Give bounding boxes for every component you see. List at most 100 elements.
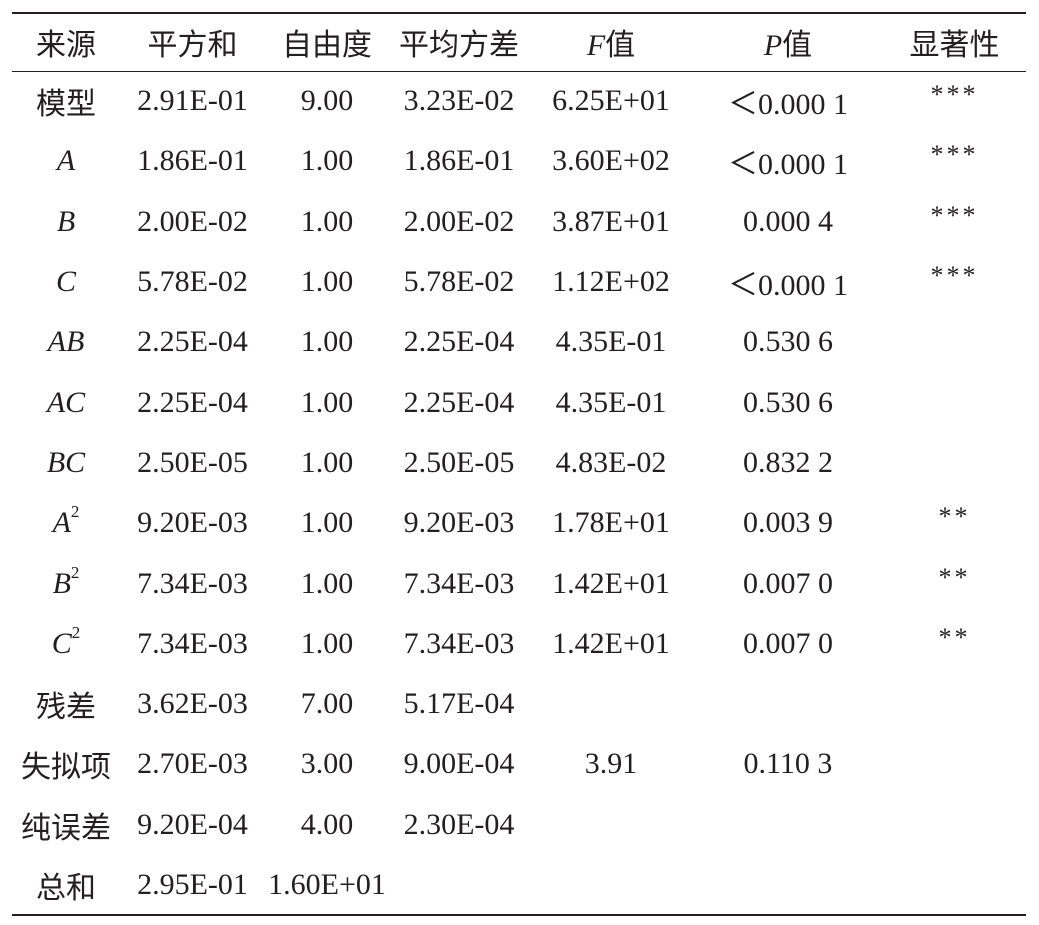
cell-source: B2 — [12, 553, 120, 613]
cell-degrees-of-freedom: 1.00 — [300, 626, 354, 660]
source-label: AC — [46, 385, 86, 419]
cell-p-value: 0.007 0 — [743, 566, 833, 600]
cell-sum-of-squares: 2.91E-01 — [137, 84, 248, 118]
cell-significance — [883, 848, 1026, 911]
cell-source: 模型 — [12, 71, 120, 131]
cell-mean-square: 5.17E-04 — [403, 687, 515, 721]
header-f-symbol: F — [586, 29, 606, 63]
cell-significance: *** — [930, 200, 979, 230]
cell-sum-of-squares: 2.50E-05 — [137, 445, 248, 479]
cell-p-value: 0.530 6 — [743, 325, 833, 359]
table-row: B2 7.34E-03 1.00 7.34E-03 1.42E+01 0.007 0 ** — [12, 553, 1026, 613]
anova-table-container: 来源 平方和 自由度 平均方差 F值 P值 显著性 模型 2.91E-01 9.00… — [12, 12, 1026, 917]
cell-significance: ** — [938, 502, 971, 532]
cell-source: B — [12, 192, 120, 252]
cell-mean-square — [389, 854, 529, 917]
cell-source: C2 — [12, 614, 120, 674]
cell-f-value — [529, 795, 693, 855]
table-row: BC 2.50E-05 1.00 2.50E-05 4.83E-02 0.832 2 — [12, 433, 1026, 493]
cell-mean-square: 2.00E-02 — [403, 204, 515, 238]
cell-degrees-of-freedom: 1.60E+01 — [265, 854, 389, 917]
cell-degrees-of-freedom: 9.00 — [300, 84, 354, 118]
cell-f-value: 1.42E+01 — [552, 626, 670, 660]
header-significance: 显著性 — [883, 12, 1026, 72]
table-row: 失拟项 2.70E-03 3.00 9.00E-04 3.91 0.110 3 — [12, 734, 1026, 794]
cell-sum-of-squares: 7.34E-03 — [137, 566, 248, 600]
cell-p-value: ＜0.000 1 — [728, 88, 848, 122]
cell-mean-square: 9.20E-03 — [403, 506, 515, 540]
source-label: A — [56, 144, 76, 178]
source-label: AB — [47, 325, 85, 359]
cell-f-value: 6.25E+01 — [552, 84, 670, 118]
table-row: B 2.00E-02 1.00 2.00E-02 3.87E+01 0.000 4 *** — [12, 192, 1026, 252]
cell-significance — [883, 366, 1026, 426]
cell-sum-of-squares: 2.00E-02 — [137, 204, 248, 238]
cell-sum-of-squares: 2.25E-04 — [137, 385, 248, 419]
cell-degrees-of-freedom: 1.00 — [300, 385, 354, 419]
header-f-suffix: 值 — [605, 29, 636, 63]
header-degrees-of-freedom: 自由度 — [265, 12, 389, 72]
header-mean-square: 平均方差 — [389, 12, 529, 72]
cell-mean-square: 2.30E-04 — [403, 807, 515, 841]
cell-significance — [883, 427, 1026, 487]
table-row: 残差 3.62E-03 7.00 5.17E-04 — [12, 674, 1026, 734]
source-label: 纯误差 — [21, 811, 111, 845]
cell-f-value: 3.91 — [584, 747, 638, 781]
cell-source: AB — [12, 312, 120, 372]
table-row: 模型 2.91E-01 9.00 3.23E-02 6.25E+01 ＜0.000 1 **… — [12, 71, 1026, 131]
cell-degrees-of-freedom: 7.00 — [300, 687, 354, 721]
cell-source: A — [12, 131, 120, 191]
header-p-suffix: 值 — [782, 29, 813, 63]
header-source: 来源 — [12, 12, 120, 72]
cell-source: 失拟项 — [12, 734, 120, 794]
table-row: C2 7.34E-03 1.00 7.34E-03 1.42E+01 0.007 0 ** — [12, 614, 1026, 674]
cell-mean-square: 2.25E-04 — [403, 325, 515, 359]
cell-significance: *** — [930, 80, 979, 110]
cell-degrees-of-freedom: 1.00 — [300, 445, 354, 479]
cell-degrees-of-freedom: 3.00 — [300, 747, 354, 781]
cell-mean-square: 9.00E-04 — [403, 747, 515, 781]
cell-degrees-of-freedom: 1.00 — [300, 265, 354, 299]
cell-f-value: 4.83E-02 — [555, 445, 667, 479]
source-label: 残差 — [36, 691, 96, 725]
cell-sum-of-squares: 2.25E-04 — [137, 325, 248, 359]
cell-significance: *** — [930, 261, 979, 291]
cell-significance: *** — [930, 140, 979, 170]
cell-f-value: 1.42E+01 — [552, 566, 670, 600]
table-row: AC 2.25E-04 1.00 2.25E-04 4.35E-01 0.530 6 — [12, 372, 1026, 432]
header-p-symbol: P — [763, 29, 783, 63]
cell-degrees-of-freedom: 1.00 — [300, 204, 354, 238]
cell-f-value: 4.35E-01 — [555, 385, 667, 419]
cell-sum-of-squares: 5.78E-02 — [137, 265, 248, 299]
table-row: AB 2.25E-04 1.00 2.25E-04 4.35E-01 0.530 6 — [12, 312, 1026, 372]
source-label: C — [55, 265, 76, 299]
cell-f-value — [529, 674, 693, 734]
cell-degrees-of-freedom: 1.00 — [300, 566, 354, 600]
source-label: B — [52, 566, 71, 600]
anova-table: 来源 平方和 自由度 平均方差 F值 P值 显著性 模型 2.91E-01 9.00… — [12, 12, 1026, 917]
cell-sum-of-squares: 3.62E-03 — [137, 687, 248, 721]
header-f-value: F值 — [529, 12, 693, 72]
cell-p-value: 0.110 3 — [743, 747, 833, 781]
cell-sum-of-squares: 2.95E-01 — [120, 854, 265, 917]
table-row: C 5.78E-02 1.00 5.78E-02 1.12E+02 ＜0.000 1 *** — [12, 252, 1026, 312]
cell-significance: ** — [938, 562, 971, 592]
cell-p-value: 0.530 6 — [743, 385, 833, 419]
source-label: 模型 — [36, 88, 96, 122]
cell-significance — [883, 668, 1026, 728]
cell-significance — [883, 789, 1026, 849]
table-row: A2 9.20E-03 1.00 9.20E-03 1.78E+01 0.003 9 ** — [12, 493, 1026, 553]
source-exponent: 2 — [70, 562, 80, 582]
source-label: BC — [46, 445, 86, 479]
table-header-row: 来源 平方和 自由度 平均方差 F值 P值 显著性 — [12, 12, 1026, 72]
cell-sum-of-squares: 9.20E-03 — [137, 506, 248, 540]
source-label: 总和 — [36, 871, 96, 905]
cell-mean-square: 7.34E-03 — [403, 626, 515, 660]
cell-mean-square: 3.23E-02 — [403, 84, 515, 118]
cell-significance — [883, 728, 1026, 788]
cell-mean-square: 2.25E-04 — [403, 385, 515, 419]
cell-mean-square: 1.86E-01 — [403, 144, 515, 178]
cell-f-value: 4.35E-01 — [555, 325, 667, 359]
table-row: A 1.86E-01 1.00 1.86E-01 3.60E+02 ＜0.000 1 *** — [12, 131, 1026, 191]
cell-mean-square: 5.78E-02 — [403, 265, 515, 299]
